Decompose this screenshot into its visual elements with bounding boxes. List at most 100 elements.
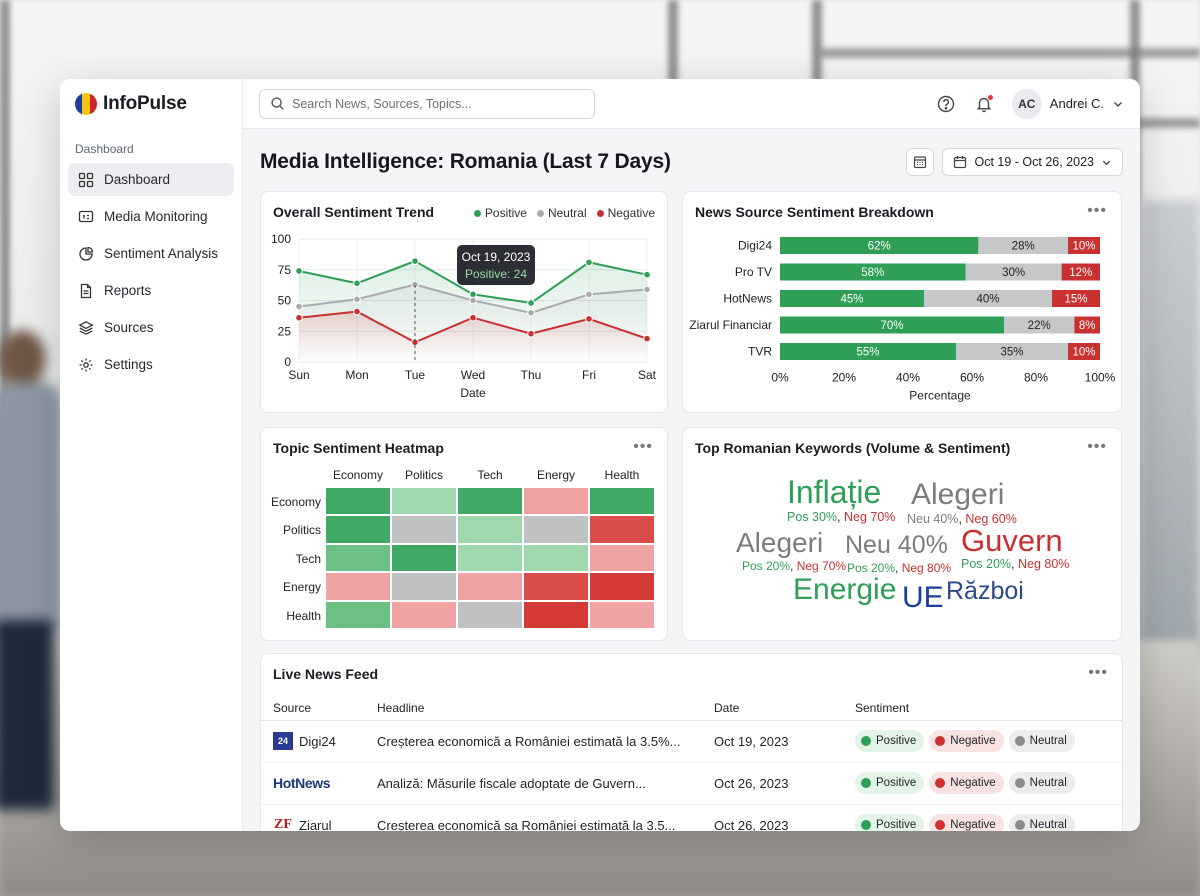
heatmap-cell[interactable]	[589, 600, 655, 629]
sidebar-item-media-monitoring[interactable]: Media Monitoring	[68, 200, 234, 233]
keyword-guvern[interactable]: Guvern	[961, 523, 1063, 558]
brand[interactable]: InfoPulse	[60, 79, 242, 129]
sidebar-item-sentiment-analysis[interactable]: Sentiment Analysis	[68, 237, 234, 270]
bar-value-label: 10%	[1072, 347, 1095, 359]
heatmap-cell[interactable]	[523, 543, 589, 573]
bar-value-label: 62%	[868, 241, 891, 253]
table-row[interactable]: 24 Digi24 Creșterea economică a României …	[261, 720, 1122, 763]
heatmap-cell[interactable]	[325, 515, 391, 544]
column-header-date[interactable]: Date	[714, 696, 855, 721]
sidebar-item-sources[interactable]: Sources	[68, 311, 234, 344]
heatmap-cell[interactable]	[391, 572, 457, 601]
y-tick-label: 75	[278, 263, 292, 277]
more-options-button[interactable]: •••	[1087, 202, 1107, 219]
neutral-badge[interactable]: Neutral	[1008, 730, 1075, 752]
keyword-stats: Pos 30%, Neg 70%	[787, 510, 896, 524]
calendar-icon	[954, 156, 967, 169]
heatmap-cell[interactable]	[523, 572, 589, 601]
data-point-neutral	[353, 295, 361, 304]
column-header-sentiment[interactable]: Sentiment	[855, 696, 1122, 721]
data-point-negative	[353, 307, 361, 316]
heatmap-cell[interactable]	[325, 572, 391, 601]
neutral-badge[interactable]: Neutral	[1008, 814, 1075, 831]
x-axis-label: Percentage	[909, 389, 971, 403]
heatmap-cell[interactable]	[325, 543, 391, 573]
bar-value-label: 40%	[976, 294, 999, 306]
document-icon	[80, 283, 92, 298]
search-input[interactable]	[292, 96, 582, 111]
keywords-card: Top Romanian Keywords (Volume & Sentimen…	[682, 427, 1122, 641]
positive-badge[interactable]: Positive	[855, 772, 925, 794]
grid-icon	[78, 172, 94, 187]
bar-value-label: 30%	[1002, 267, 1025, 279]
keyword-razboi[interactable]: Război	[946, 577, 1024, 605]
table-row[interactable]: ZF Ziarul Creșterea economică sa României…	[261, 804, 1122, 831]
headline[interactable]: Analiză: Măsurile fiscale adoptate de Gu…	[377, 762, 714, 805]
chevron-down-icon	[1114, 101, 1122, 107]
keyword-energie[interactable]: Energie	[793, 573, 897, 606]
data-point-positive	[585, 258, 593, 267]
negative-badge[interactable]: Negative	[929, 772, 1004, 794]
negative-badge[interactable]: Negative	[929, 730, 1004, 752]
heatmap-cell[interactable]	[457, 600, 523, 629]
heatmap-cell[interactable]	[391, 600, 457, 629]
more-options-button[interactable]: •••	[633, 438, 653, 455]
x-tick-label: Tue	[405, 368, 426, 382]
user-menu[interactable]: AC Andrei C.	[1011, 88, 1124, 119]
chart-tooltip: Oct 19, 2023 Positive: 24	[457, 245, 535, 285]
user-name: Andrei C.	[1049, 96, 1104, 111]
x-tick-label: 40%	[896, 371, 920, 385]
search-box[interactable]	[259, 88, 595, 119]
heatmap-cell[interactable]	[589, 487, 655, 516]
neutral-badge[interactable]: Neutral	[1008, 772, 1075, 794]
heatmap-cell[interactable]	[391, 515, 457, 544]
more-options-button[interactable]: •••	[1087, 438, 1107, 455]
table-row[interactable]: HotNews Analiză: Măsurile fiscale adopta…	[261, 762, 1122, 805]
alert-circle-icon	[935, 820, 946, 830]
heatmap-cell[interactable]	[589, 515, 655, 544]
heatmap-row-label: Economy	[270, 495, 321, 509]
legend-positive: Positive	[473, 206, 527, 220]
calendar-view-button[interactable]	[906, 148, 935, 176]
keyword-alegeri-2[interactable]: Alegeri	[736, 527, 824, 558]
positive-badge[interactable]: Positive	[855, 814, 925, 831]
heatmap-cell[interactable]	[325, 600, 391, 629]
column-header-headline[interactable]: Headline	[377, 696, 714, 721]
heatmap-cell[interactable]	[325, 487, 391, 516]
heatmap-cell[interactable]	[589, 543, 655, 573]
heatmap-cell[interactable]	[523, 487, 589, 516]
sidebar-item-reports[interactable]: Reports	[68, 274, 234, 307]
heatmap-cell[interactable]	[523, 515, 589, 544]
keyword-ue[interactable]: UE	[902, 581, 944, 614]
notifications-button[interactable]	[974, 93, 994, 114]
help-button[interactable]	[936, 94, 956, 114]
heatmap-cell[interactable]	[457, 515, 523, 544]
column-header-source[interactable]: Source	[261, 696, 377, 721]
x-tick-label: Mon	[345, 368, 368, 382]
positive-badge[interactable]: Positive	[855, 730, 925, 752]
heatmap-row-labels: Economy Politics Tech Energy Health	[261, 488, 321, 630]
heatmap-cell[interactable]	[457, 487, 523, 516]
sidebar-item-label: Media Monitoring	[104, 209, 208, 224]
headline[interactable]: Creșterea economică a României estimată …	[377, 720, 714, 763]
heatmap-cell[interactable]	[391, 543, 457, 573]
heatmap-cell[interactable]	[391, 487, 457, 516]
keyword-alegeri[interactable]: Alegeri	[911, 478, 1005, 511]
bar-value-label: 45%	[840, 294, 863, 306]
sentiment-line-chart[interactable]: 0 25 50 75 100 Sun Mon Tue Wed Thu Fri Sat Date Oct 1…	[261, 192, 667, 412]
heatmap-cell[interactable]	[589, 572, 655, 601]
keyword-stats: Pos 20%, Neg 70%	[742, 559, 847, 573]
negative-badge[interactable]: Negative	[929, 814, 1004, 831]
keyword-stats: Pos 20%, Neg 80%	[961, 557, 1070, 571]
heatmap-grid[interactable]	[325, 487, 655, 629]
keyword-neu[interactable]: Neu 40%	[845, 531, 948, 559]
keyword-inflatie[interactable]: Inflație	[787, 474, 882, 510]
headline[interactable]: Creșterea economică sa României estimată…	[377, 804, 714, 831]
heatmap-cell[interactable]	[457, 543, 523, 573]
heatmap-cell[interactable]	[457, 572, 523, 601]
more-options-button[interactable]: •••	[1088, 664, 1108, 681]
sidebar-item-settings[interactable]: Settings	[68, 348, 234, 381]
heatmap-cell[interactable]	[523, 600, 589, 629]
sidebar-item-dashboard[interactable]: Dashboard	[68, 163, 234, 196]
date-range-picker[interactable]: Oct 19 - Oct 26, 2023	[942, 148, 1123, 176]
